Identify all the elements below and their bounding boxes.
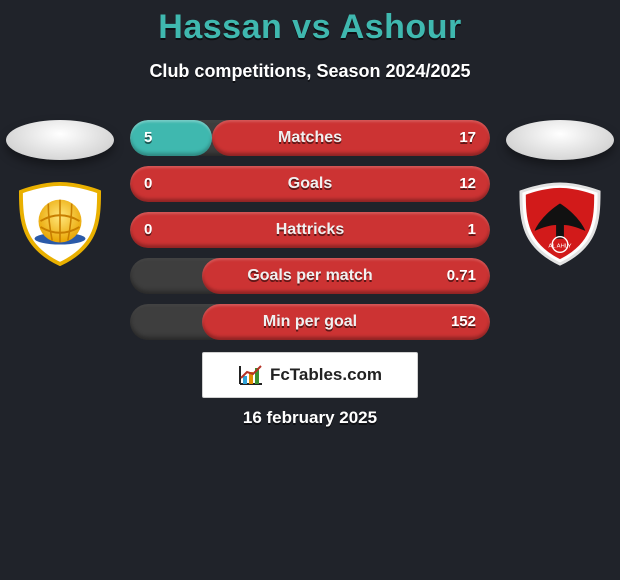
stat-label: Matches bbox=[130, 120, 490, 156]
svg-text:AL AHLY: AL AHLY bbox=[548, 243, 571, 249]
stat-label: Goals bbox=[130, 166, 490, 202]
date-text: 16 february 2025 bbox=[0, 408, 620, 428]
page-title: Hassan vs Ashour bbox=[0, 0, 620, 47]
stat-row: Goals per match 0.71 bbox=[130, 258, 490, 294]
brand-text: FcTables.com bbox=[270, 365, 382, 385]
stat-right-value: 17 bbox=[459, 120, 476, 156]
left-club-logo-icon bbox=[11, 182, 109, 266]
stat-label: Goals per match bbox=[130, 258, 490, 294]
left-player-column bbox=[0, 120, 120, 266]
left-player-avatar bbox=[6, 120, 114, 160]
stat-right-value: 152 bbox=[451, 304, 476, 340]
right-player-column: AL AHLY bbox=[500, 120, 620, 266]
brand-chart-icon bbox=[238, 364, 264, 386]
stats-rows: 5 Matches 17 0 Goals 12 0 Hattricks 1 Go… bbox=[130, 120, 490, 350]
stat-row: 0 Goals 12 bbox=[130, 166, 490, 202]
stat-right-value: 0.71 bbox=[447, 258, 476, 294]
subtitle: Club competitions, Season 2024/2025 bbox=[0, 61, 620, 82]
stat-row: Min per goal 152 bbox=[130, 304, 490, 340]
right-player-avatar bbox=[506, 120, 614, 160]
stat-right-value: 12 bbox=[459, 166, 476, 202]
stat-label: Min per goal bbox=[130, 304, 490, 340]
stat-row: 5 Matches 17 bbox=[130, 120, 490, 156]
brand-badge[interactable]: FcTables.com bbox=[202, 352, 418, 398]
right-club-logo-icon: AL AHLY bbox=[511, 182, 609, 266]
stat-right-value: 1 bbox=[468, 212, 476, 248]
stat-label: Hattricks bbox=[130, 212, 490, 248]
stat-row: 0 Hattricks 1 bbox=[130, 212, 490, 248]
